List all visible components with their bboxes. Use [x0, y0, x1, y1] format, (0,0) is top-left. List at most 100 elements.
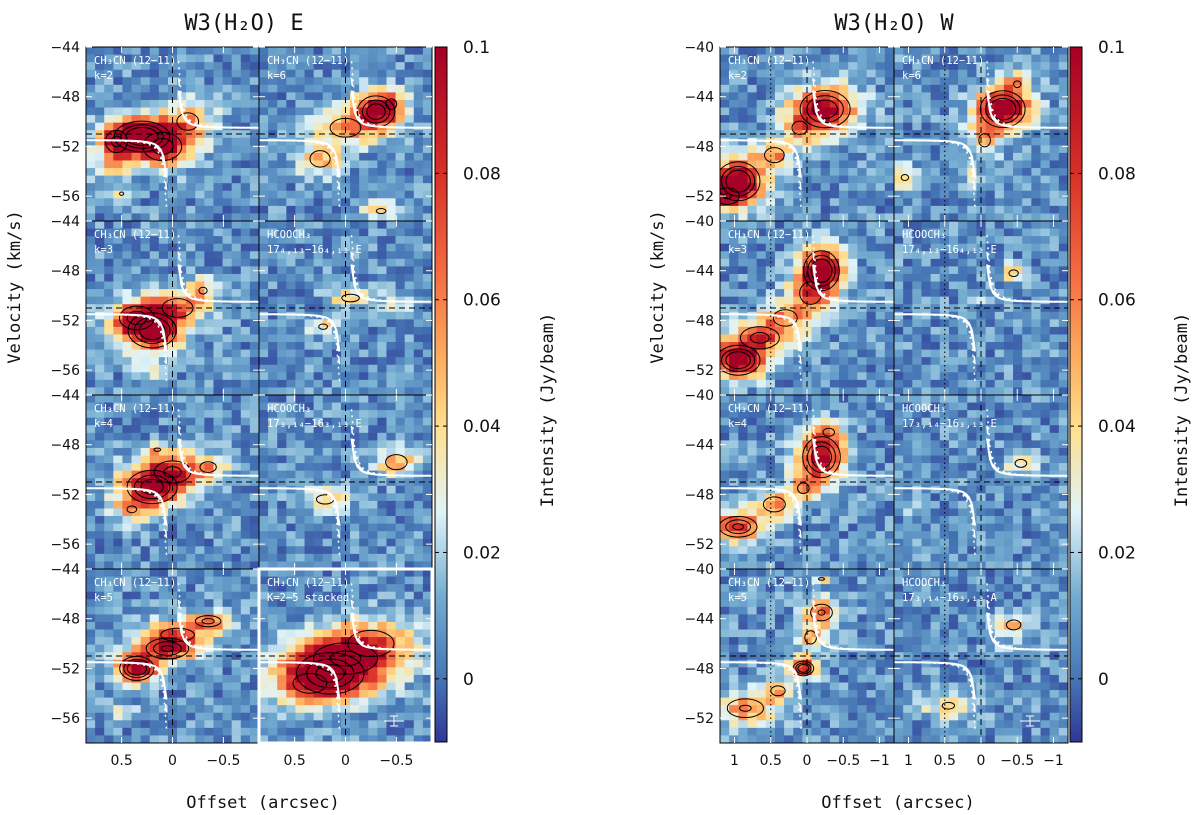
heatmap-cell [866, 160, 877, 169]
heatmap-cell [222, 432, 233, 441]
heatmap-cell [113, 364, 124, 373]
heatmap-cell [839, 243, 849, 252]
heatmap-cell [413, 236, 424, 245]
heatmap-cell [413, 402, 424, 411]
heatmap-cell [857, 168, 868, 177]
heatmap-cell [875, 77, 886, 86]
heatmap-cell [340, 152, 351, 162]
heatmap-cell [404, 221, 415, 230]
heatmap-cell [395, 236, 406, 245]
heatmap-cell [784, 236, 794, 245]
heatmap-cell [95, 175, 105, 184]
heatmap-cell [304, 637, 315, 646]
heatmap-cell [240, 304, 251, 313]
heatmap-cell [958, 84, 968, 93]
heatmap-cell [104, 175, 114, 184]
contour-line [900, 174, 910, 181]
heatmap-cell [1049, 47, 1060, 56]
heatmap-cell [286, 523, 297, 532]
heatmap-cell [240, 621, 251, 631]
heatmap-cell [304, 621, 315, 631]
heatmap-cell [86, 629, 96, 638]
heatmap-cell [167, 296, 178, 305]
contour-line [152, 641, 182, 656]
heatmap-cell [784, 221, 794, 230]
heatmap-cell [304, 463, 315, 472]
heatmap-cell [304, 334, 315, 343]
heatmap-cell [985, 198, 996, 207]
heatmap-cell [313, 92, 324, 101]
heatmap-cell [738, 54, 749, 63]
heatmap-cell [413, 553, 424, 563]
heatmap-cell [149, 190, 160, 199]
heatmap-cell [131, 629, 142, 638]
heatmap-cell [222, 342, 233, 351]
colorbar-e-gradient [434, 46, 448, 743]
heatmap-cell [195, 54, 205, 63]
heatmap-cell [413, 243, 424, 252]
heatmap-cell [95, 674, 105, 684]
heatmap-cell [149, 183, 160, 192]
heatmap-cell [177, 674, 187, 684]
heatmap-cell [857, 145, 868, 154]
heatmap-cell [149, 455, 160, 464]
heatmap-cell [811, 152, 822, 162]
heatmap-cell [286, 311, 297, 320]
chart-w-title: W3(H₂O) W [834, 11, 954, 36]
heatmap-cell [422, 455, 432, 464]
heatmap-cell [86, 674, 96, 684]
heatmap-cell [186, 160, 196, 169]
heatmap-cell [413, 652, 424, 661]
heatmap-cell [240, 463, 251, 472]
heatmap-cell [177, 289, 187, 298]
heatmap-cell [240, 455, 251, 464]
heatmap-cell [811, 137, 822, 146]
heatmap-cell [268, 621, 278, 631]
heatmap-cell [994, 190, 1005, 199]
heatmap-cell [95, 251, 105, 260]
heatmap-cell [177, 493, 187, 502]
heatmap-cell [249, 54, 259, 63]
heatmap-cell [395, 213, 406, 221]
heatmap-cell [204, 576, 215, 585]
heatmap-cell [359, 289, 369, 298]
heatmap-cell [249, 523, 259, 532]
heatmap-cell [122, 629, 133, 638]
heatmap-cell [322, 349, 333, 358]
heatmap-cell [747, 228, 758, 237]
heatmap-cell [1049, 213, 1060, 221]
heatmap-cell [404, 667, 415, 676]
heatmap-cell [313, 228, 324, 237]
heatmap-cell [340, 470, 351, 479]
heatmap-cell [113, 77, 124, 86]
heatmap-cell [268, 606, 278, 615]
heatmap-cell [231, 160, 242, 169]
heatmap-cell [231, 251, 242, 260]
heatmap-cell [149, 493, 160, 502]
heatmap-cell [359, 697, 369, 706]
heatmap-cell [967, 168, 978, 177]
heatmap-cell [131, 440, 142, 449]
heatmap-cell [774, 304, 785, 313]
heatmap-cell [286, 584, 297, 593]
heatmap-cell [295, 569, 306, 578]
heatmap-cell [322, 500, 333, 510]
heatmap-cell [213, 99, 224, 109]
heatmap-cell [122, 402, 133, 411]
heatmap-cell [866, 168, 877, 177]
heatmap-cell [277, 447, 287, 457]
heatmap-cell [204, 77, 215, 86]
heatmap-cell [149, 160, 160, 169]
heatmap-cell [240, 682, 251, 691]
heatmap-cell [95, 720, 105, 729]
heatmap-cell [259, 576, 269, 585]
heatmap-cell [213, 357, 224, 366]
heatmap-cell [104, 727, 114, 737]
heatmap-cell [921, 115, 932, 124]
heatmap-cell [222, 606, 233, 615]
heatmap-cell [131, 122, 142, 131]
heatmap-cell [377, 243, 388, 252]
heatmap-cell [95, 712, 105, 721]
heatmap-cell [948, 160, 959, 169]
heatmap-cell [113, 175, 124, 184]
